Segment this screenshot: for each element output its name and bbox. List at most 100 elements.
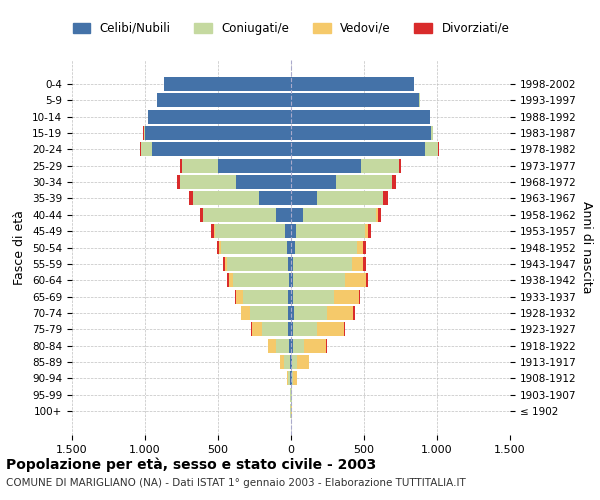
Bar (291, 257, 366, 271)
Bar (223, 257, 291, 271)
Bar (291, 240, 366, 254)
Bar (290, 355, 291, 369)
Bar (236, 175, 291, 189)
Bar (227, 274, 291, 287)
Bar (225, 257, 291, 271)
Bar (291, 274, 346, 287)
Bar (250, 306, 291, 320)
Bar (164, 77, 291, 91)
Bar (251, 322, 291, 336)
Bar (291, 94, 419, 108)
Bar (140, 142, 291, 156)
Bar (251, 322, 291, 336)
Bar (236, 290, 291, 304)
Bar (289, 338, 291, 352)
Bar (203, 208, 291, 222)
Bar (164, 77, 291, 91)
Bar (193, 192, 291, 205)
Bar (291, 355, 297, 369)
Bar (291, 142, 439, 156)
Bar (291, 290, 293, 304)
Bar (291, 257, 363, 271)
Bar (291, 388, 292, 402)
Bar (143, 126, 291, 140)
Y-axis label: Anni di nascita: Anni di nascita (580, 201, 593, 294)
Bar (148, 110, 291, 124)
Bar (291, 159, 361, 172)
Bar (157, 94, 291, 108)
Bar (203, 208, 291, 222)
Bar (288, 306, 291, 320)
Bar (291, 306, 293, 320)
Bar (277, 208, 291, 222)
Bar (148, 110, 291, 124)
Bar (200, 208, 291, 222)
Bar (291, 77, 413, 91)
Bar (291, 306, 353, 320)
Bar (291, 322, 344, 336)
Bar (291, 306, 355, 320)
Bar (177, 175, 291, 189)
Bar (291, 355, 292, 369)
Bar (241, 306, 291, 320)
Bar (148, 110, 291, 124)
Bar (291, 159, 401, 172)
Bar (291, 142, 425, 156)
Bar (291, 404, 292, 418)
Bar (291, 404, 292, 418)
Bar (291, 372, 292, 386)
Bar (164, 77, 291, 91)
Bar (291, 257, 352, 271)
Bar (284, 355, 291, 369)
Bar (189, 192, 291, 205)
Bar (145, 126, 291, 140)
Bar (291, 159, 399, 172)
Bar (148, 110, 291, 124)
Bar (233, 274, 291, 287)
Bar (291, 94, 419, 108)
Bar (140, 142, 291, 156)
Bar (285, 224, 291, 238)
Bar (291, 338, 293, 352)
Bar (214, 224, 291, 238)
Bar (218, 159, 291, 172)
Bar (211, 224, 291, 238)
Bar (291, 338, 327, 352)
Bar (288, 372, 291, 386)
Bar (291, 94, 419, 108)
Bar (291, 142, 439, 156)
Bar (291, 175, 392, 189)
Bar (182, 159, 291, 172)
Bar (289, 290, 291, 304)
Bar (291, 290, 360, 304)
Bar (291, 126, 433, 140)
Bar (291, 208, 381, 222)
Bar (291, 388, 292, 402)
Bar (291, 159, 399, 172)
Bar (290, 372, 291, 386)
Bar (289, 274, 291, 287)
Legend: Celibi/Nubili, Coniugati/e, Vedovi/e, Divorziati/e: Celibi/Nubili, Coniugati/e, Vedovi/e, Di… (68, 17, 514, 40)
Bar (290, 388, 291, 402)
Bar (287, 240, 291, 254)
Bar (193, 192, 291, 205)
Bar (291, 240, 295, 254)
Bar (157, 94, 291, 108)
Bar (291, 224, 368, 238)
Bar (143, 126, 291, 140)
Y-axis label: Fasce di età: Fasce di età (13, 210, 26, 285)
Bar (275, 338, 291, 352)
Bar (291, 274, 366, 287)
Bar (291, 142, 439, 156)
Bar (291, 290, 334, 304)
Bar (291, 126, 431, 140)
Bar (291, 355, 309, 369)
Bar (291, 175, 336, 189)
Bar (152, 142, 291, 156)
Bar (280, 355, 291, 369)
Bar (259, 192, 291, 205)
Bar (291, 257, 293, 271)
Bar (291, 175, 392, 189)
Bar (291, 240, 358, 254)
Bar (157, 94, 291, 108)
